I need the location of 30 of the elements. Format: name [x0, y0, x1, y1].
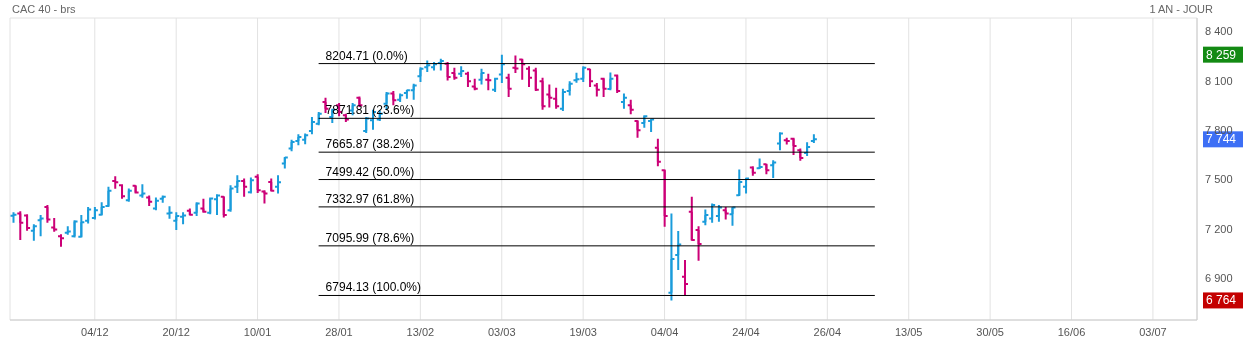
- y-tick-label: 8 100: [1205, 74, 1233, 87]
- text: 8 259: [1206, 47, 1237, 62]
- ref-line-label: 7499.42 (50.0%): [325, 164, 415, 179]
- chart-subtitle: 1 AN - JOUR: [1149, 3, 1213, 15]
- x-tick-label: 10/01: [243, 325, 272, 338]
- x-tick-label: 13/02: [406, 325, 435, 338]
- x-tick-label: 13/05: [894, 325, 923, 338]
- candlestick: [73, 219, 76, 239]
- ref-line-label: 7095.99 (78.6%): [325, 230, 415, 245]
- x-tick-label: 24/04: [732, 325, 760, 338]
- x-tick-label: 03/03: [487, 325, 516, 338]
- y-tick-label: 8 400: [1205, 25, 1233, 38]
- y-tick-label: 7 200: [1205, 222, 1233, 235]
- x-tick-label: 20/12: [162, 325, 190, 338]
- x-tick-label: 03/07: [1139, 325, 1167, 338]
- y-tick-label: 6 900: [1205, 271, 1233, 284]
- ref-line-label: 7665.87 (38.2%): [325, 137, 415, 152]
- ref-line-label: 8204.71 (0.0%): [325, 48, 408, 63]
- y-tick-label: 7 500: [1205, 173, 1233, 186]
- x-tick-label: 26/04: [813, 325, 842, 338]
- chart-title: CAC 40 - brs: [12, 3, 76, 15]
- ref-line-label: 6794.13 (100.0%): [325, 280, 422, 295]
- text: 6 764: [1206, 293, 1237, 308]
- x-tick-label: 16/06: [1057, 325, 1086, 338]
- x-tick-label: 30/05: [976, 325, 1004, 338]
- x-tick-label: 19/03: [569, 325, 597, 338]
- x-tick-label: 04/12: [81, 325, 109, 338]
- x-tick-label: 28/01: [325, 325, 353, 338]
- ref-line-label: 7332.97 (61.8%): [325, 191, 415, 206]
- x-tick-label: 04/04: [650, 325, 679, 338]
